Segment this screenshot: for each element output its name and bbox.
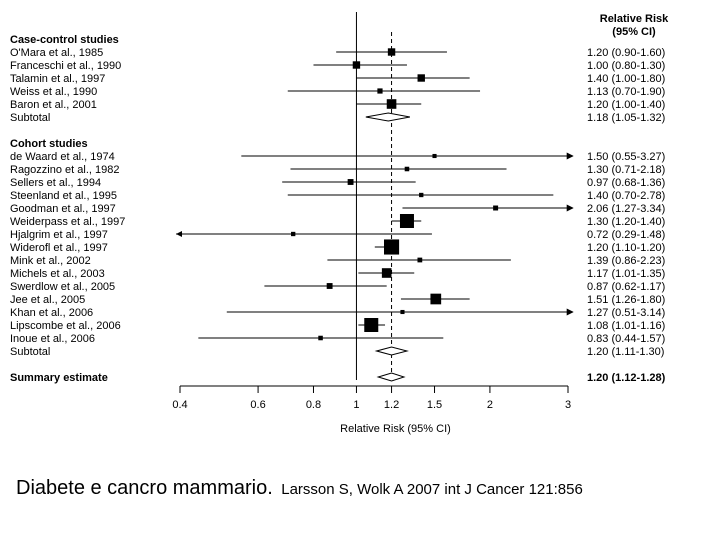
- study-label: Widerofl et al., 1997: [10, 242, 108, 254]
- study-point-estimate: [417, 74, 425, 82]
- ci-value-label: 1.13 (0.70-1.90): [587, 86, 665, 98]
- ci-column-header-line: (95% CI): [612, 26, 656, 38]
- study-point-estimate: [352, 61, 361, 69]
- group-header-label: Cohort studies: [10, 138, 88, 150]
- study-label: Inoue et al., 2006: [10, 333, 95, 345]
- ci-value-label: 1.39 (0.86-2.23): [587, 255, 665, 267]
- ci-value-label: 1.20 (1.10-1.20): [587, 242, 665, 254]
- ci-value-label: 1.30 (0.71-2.18): [587, 164, 665, 176]
- x-axis-tick-label: 0.8: [306, 399, 321, 411]
- study-label: Ragozzino et al., 1982: [10, 164, 119, 176]
- study-label: Sellers et al., 1994: [10, 177, 101, 189]
- subtotal-diamond: [365, 112, 410, 122]
- ci-column-header-line: Relative Risk: [600, 13, 669, 25]
- subtotal-diamond: [374, 346, 409, 356]
- summary-label: Summary estimate: [10, 372, 108, 384]
- figure-caption: Diabete e cancro mammario. Larsson S, Wo…: [16, 477, 583, 500]
- x-axis-tick-label: 2: [487, 399, 493, 411]
- study-label: Jee et al., 2005: [10, 294, 85, 306]
- ci-value-label: 1.40 (1.00-1.80): [587, 73, 665, 85]
- study-label: Lipscombe et al., 2006: [10, 320, 121, 332]
- ci-value-label: 1.20 (0.90-1.60): [587, 47, 665, 59]
- ci-value-label: 1.30 (1.20-1.40): [587, 216, 665, 228]
- study-point-estimate: [417, 257, 423, 263]
- study-point-estimate: [419, 192, 424, 198]
- study-point-estimate: [364, 318, 379, 332]
- x-axis-tick-label: 1.5: [427, 399, 442, 411]
- study-label: Goodman et al., 1997: [10, 203, 116, 215]
- study-point-estimate: [384, 239, 400, 255]
- study-label: Steenland et al., 1995: [10, 190, 117, 202]
- study-label: Talamin et al., 1997: [10, 73, 105, 85]
- study-point-estimate: [493, 205, 499, 211]
- study-point-estimate: [291, 231, 296, 237]
- ci-value-label: 0.72 (0.29-1.48): [587, 229, 665, 241]
- x-axis-tick-label: 1: [353, 399, 359, 411]
- study-point-estimate: [381, 268, 392, 278]
- x-axis-title: Relative Risk (95% CI): [340, 423, 451, 435]
- study-point-estimate: [430, 293, 442, 305]
- study-label: Weiderpass et al., 1997: [10, 216, 125, 228]
- x-axis-tick-label: 0.4: [172, 399, 187, 411]
- ci-left-arrow: [176, 231, 182, 237]
- study-point-estimate: [326, 283, 333, 289]
- caption-reference: Larsson S, Wolk A 2007 int J Cancer 121:…: [281, 481, 583, 498]
- forest-plot: Relative Risk(95% CI) Case-control studi…: [10, 12, 669, 435]
- study-label: O'Mara et al., 1985: [10, 47, 103, 59]
- ci-value-label: 1.18 (1.05-1.32): [587, 112, 665, 124]
- study-point-estimate: [400, 309, 405, 315]
- ci-value-label: 1.20 (1.12-1.28): [587, 372, 666, 384]
- caption-title: Diabete e cancro mammario.: [16, 477, 273, 499]
- study-point-estimate: [399, 214, 414, 228]
- ci-value-label: 1.50 (0.55-3.27): [587, 151, 665, 163]
- study-label: de Waard et al., 1974: [10, 151, 115, 163]
- study-label: Michels et al., 2003: [10, 268, 105, 280]
- study-point-estimate: [386, 99, 397, 109]
- study-label: Hjalgrim et al., 1997: [10, 229, 108, 241]
- study-label: Mink et al., 2002: [10, 255, 91, 267]
- study-point-estimate: [404, 166, 410, 172]
- ci-value-label: 1.20 (1.11-1.30): [587, 346, 664, 358]
- study-point-estimate: [432, 153, 437, 159]
- subtotal-label: Subtotal: [10, 112, 50, 124]
- ci-value-label: 1.17 (1.01-1.35): [587, 268, 665, 280]
- study-point-estimate: [318, 335, 323, 341]
- ci-value-label: 0.97 (0.68-1.36): [587, 177, 665, 189]
- x-axis-tick-label: 1.2: [384, 399, 399, 411]
- ci-value-label: 1.27 (0.51-3.14): [587, 307, 665, 319]
- study-label: Franceschi et al., 1990: [10, 60, 121, 72]
- x-axis-tick-label: 0.6: [250, 399, 265, 411]
- study-label: Swerdlow et al., 2005: [10, 281, 115, 293]
- study-point-estimate: [347, 179, 354, 185]
- ci-value-label: 1.51 (1.26-1.80): [587, 294, 665, 306]
- study-label: Baron et al., 2001: [10, 99, 97, 111]
- group-header-label: Case-control studies: [10, 34, 119, 46]
- ci-value-label: 1.00 (0.80-1.30): [587, 60, 665, 72]
- ci-value-label: 1.20 (1.00-1.40): [587, 99, 665, 111]
- ci-value-label: 0.87 (0.62-1.17): [587, 281, 665, 293]
- study-label: Khan et al., 2006: [10, 307, 93, 319]
- ci-value-label: 1.08 (1.01-1.16): [587, 320, 665, 332]
- study-point-estimate: [377, 88, 383, 94]
- summary-diamond: [376, 372, 406, 382]
- ci-value-label: 0.83 (0.44-1.57): [587, 333, 665, 345]
- subtotal-label: Subtotal: [10, 346, 50, 358]
- ci-value-label: 2.06 (1.27-3.34): [587, 203, 665, 215]
- ci-value-label: 1.40 (0.70-2.78): [587, 190, 665, 202]
- study-point-estimate: [387, 48, 396, 56]
- x-axis-tick-label: 3: [565, 399, 571, 411]
- study-label: Weiss et al., 1990: [10, 86, 97, 98]
